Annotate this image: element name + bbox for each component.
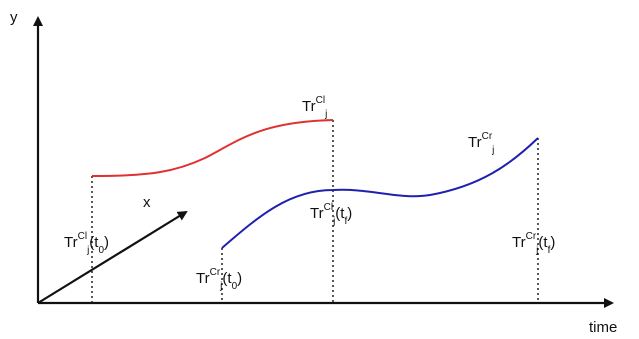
label-tr-cr-t0: TrCrj(t0) — [196, 267, 243, 292]
cl-trajectory-curve — [91, 119, 334, 177]
x-axis-label: x — [143, 194, 151, 211]
label-tr-cr: TrCrj — [468, 131, 495, 156]
time-axis-label: time — [589, 319, 618, 336]
y-axis-label: y — [10, 9, 18, 26]
label-tr-cl-tf: TrClj(tf) — [310, 202, 353, 227]
cr-trajectory-curve — [221, 137, 539, 249]
label-tr-cl: TrClj — [302, 95, 328, 120]
label-tr-cl-t0: TrClj(t0) — [64, 231, 110, 256]
x-axis — [37, 210, 188, 304]
label-tr-cr-tf: TrCrj(tf) — [512, 231, 556, 256]
